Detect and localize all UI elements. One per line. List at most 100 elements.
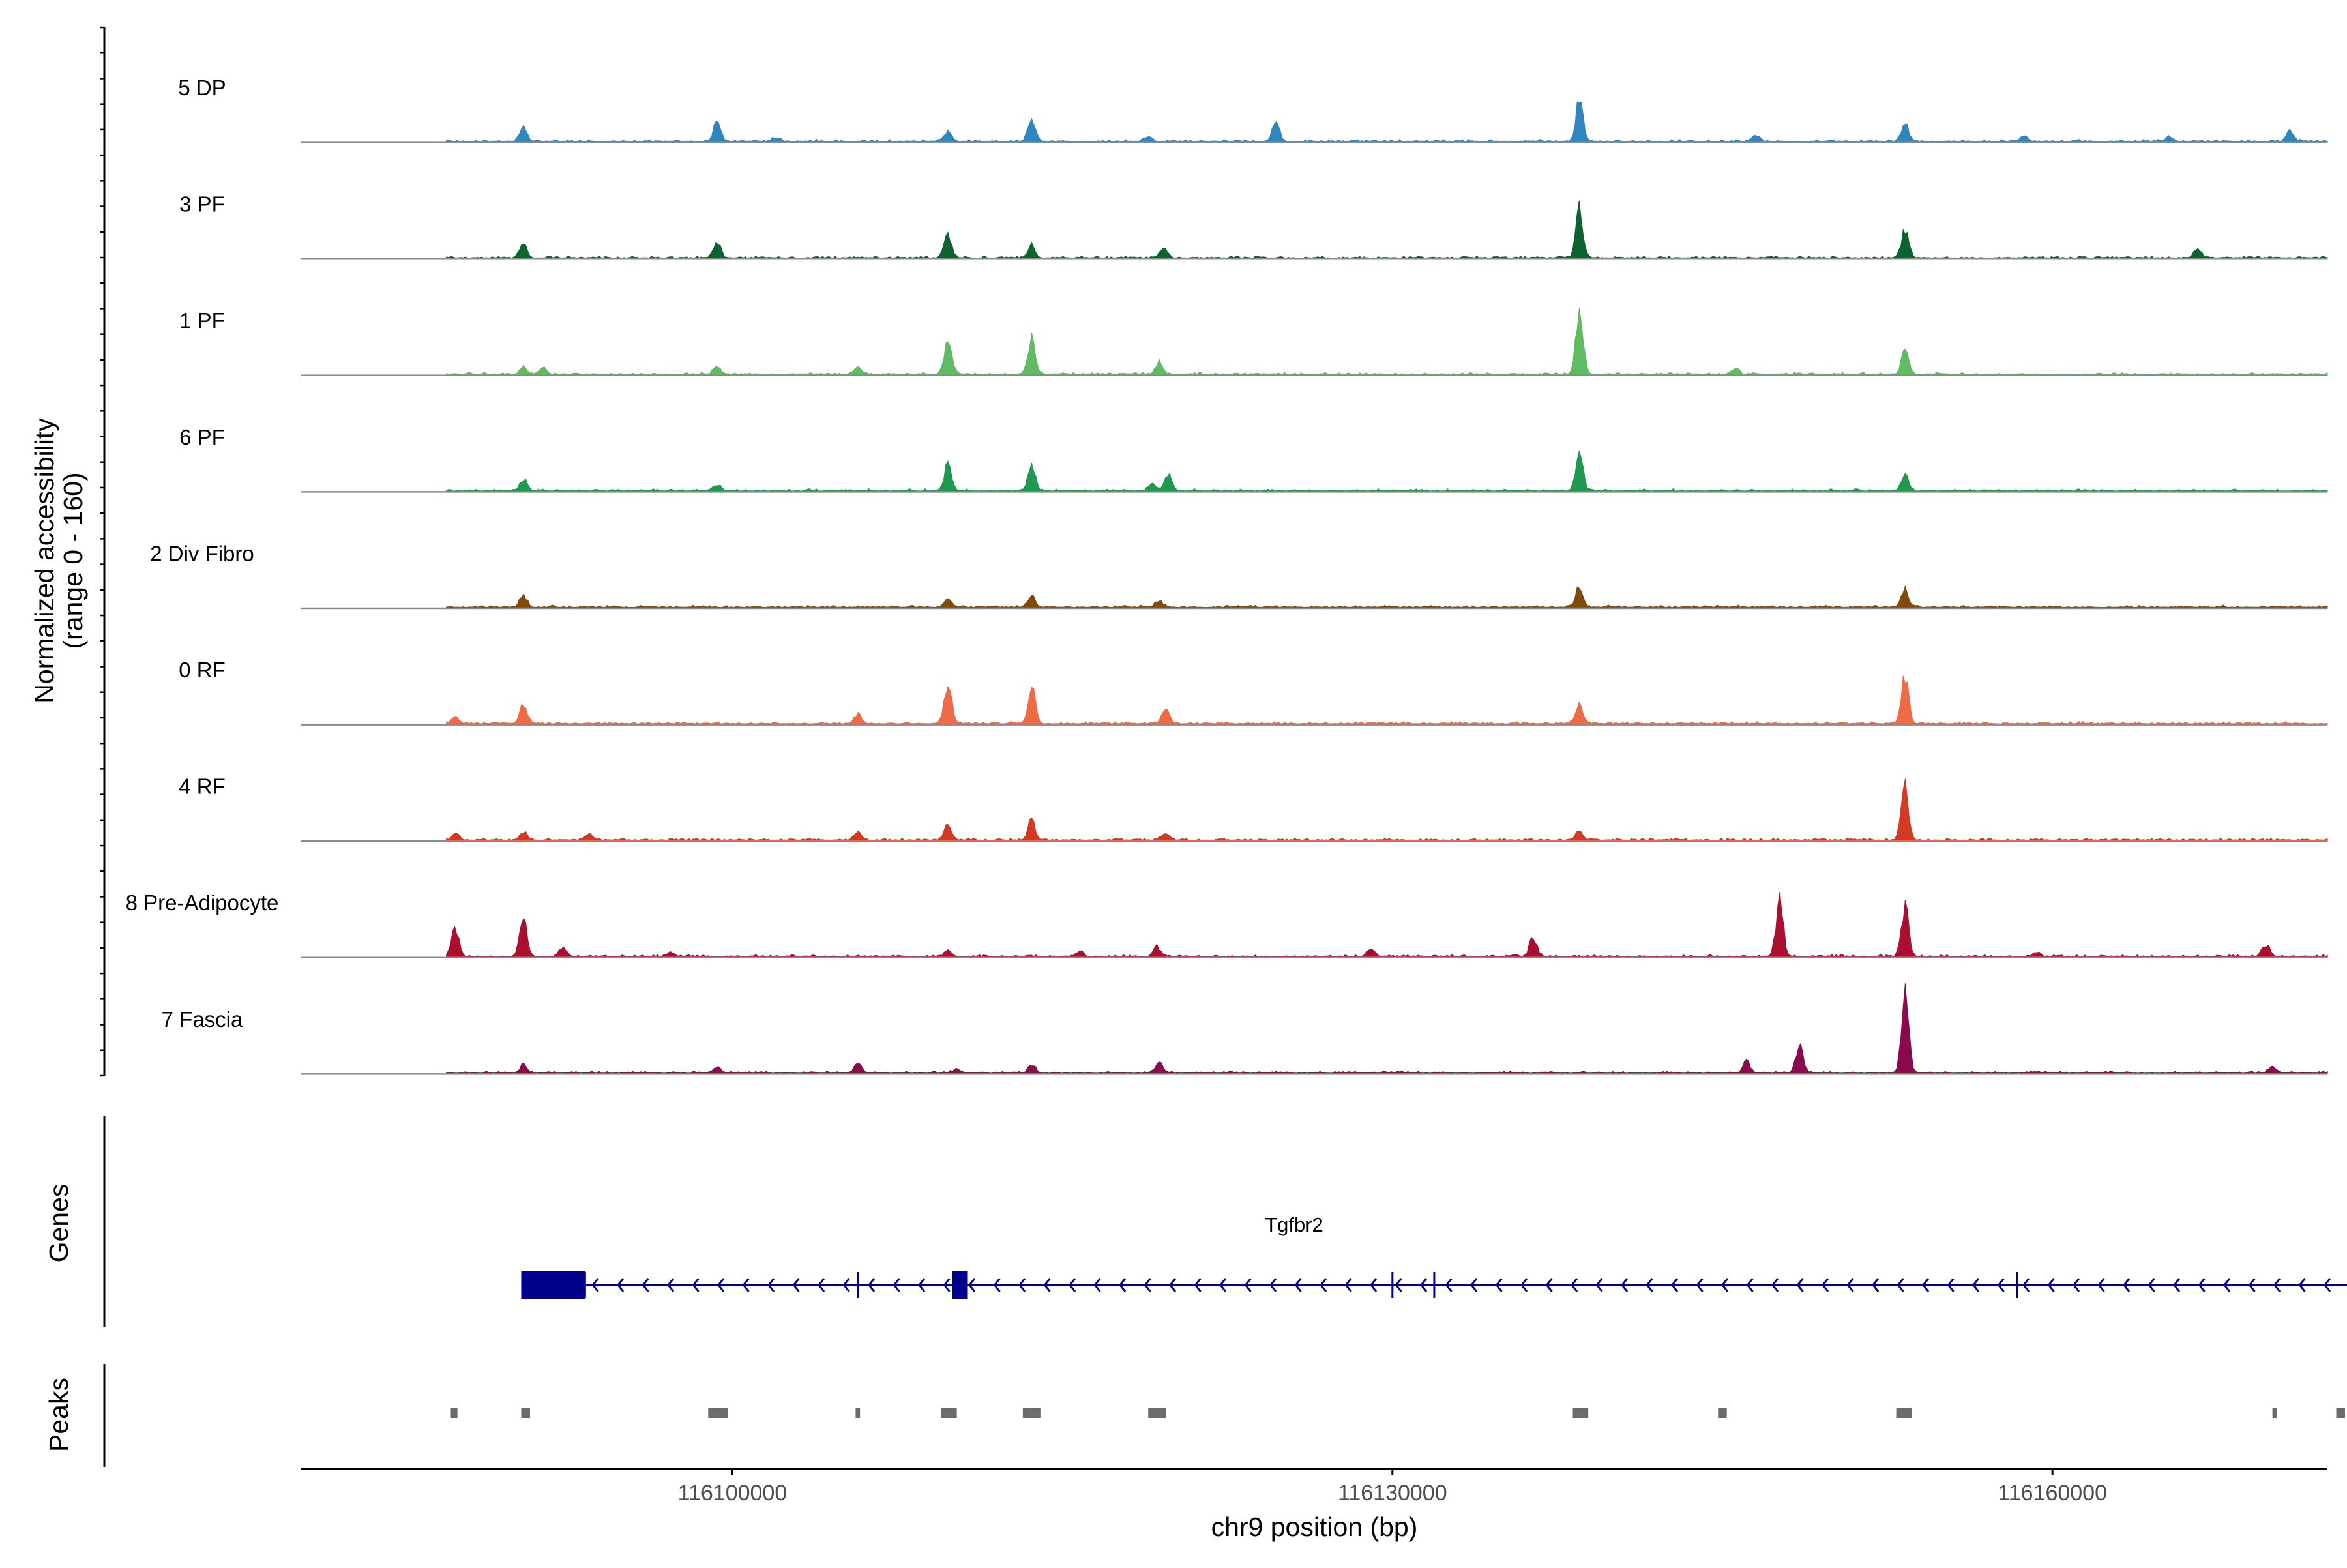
peak-block [941,1408,957,1418]
strand-arrow-icon [1018,1278,1026,1292]
x-tick-label: 116100000 [678,1481,788,1505]
coverage-area [446,983,2328,1074]
peak-block [2336,1408,2345,1418]
strand-arrow-icon [1696,1278,1704,1292]
strand-arrow-icon [1294,1278,1302,1292]
strand-arrow-icon [1595,1278,1603,1292]
strand-arrow-icon [818,1278,825,1292]
peaks-track-title: Peaks [44,1378,74,1452]
strand-arrow-icon [1922,1278,1930,1292]
strand-arrow-icon [742,1278,750,1292]
strand-arrow-icon [2123,1278,2131,1292]
strand-arrow-icon [1320,1278,1327,1292]
strand-arrow-icon [1144,1278,1151,1292]
track-label: 2 Div Fibro [150,541,254,565]
strand-arrow-icon [2298,1278,2306,1292]
strand-arrow-icon [993,1278,1001,1292]
exon-block [521,1271,585,1299]
coverage-area [446,891,2328,958]
strand-arrow-icon [1344,1278,1352,1292]
peak-block [521,1408,530,1418]
strand-arrow-icon [692,1278,700,1292]
coverage-area [446,778,2328,842]
strand-arrow-icon [2273,1278,2281,1292]
coverage-area [446,585,2328,609]
strand-arrow-icon [1621,1278,1629,1292]
strand-arrow-icon [1119,1278,1127,1292]
strand-arrow-icon [1571,1278,1578,1292]
genes-track-title: Genes [44,1184,74,1263]
track-label: 0 RF [179,658,226,682]
peak-block [708,1408,728,1418]
exon-block [952,1271,968,1299]
peak-block [855,1408,861,1418]
strand-arrow-icon [868,1278,876,1292]
strand-arrow-icon [792,1278,800,1292]
strand-arrow-icon [1269,1278,1277,1292]
strand-arrow-icon [1445,1278,1453,1292]
strand-arrow-icon [1947,1278,1955,1292]
peak-block [1896,1408,1912,1418]
strand-arrow-icon [1721,1278,1729,1292]
strand-arrow-icon [1169,1278,1177,1292]
strand-arrow-icon [1395,1278,1402,1292]
strand-arrow-icon [1771,1278,1779,1292]
coverage-area [446,675,2328,726]
track-label: 3 PF [179,192,225,216]
strand-arrow-icon [1846,1278,1854,1292]
strand-arrow-icon [1194,1278,1202,1292]
strand-arrow-icon [2073,1278,2080,1292]
strand-arrow-icon [642,1278,649,1292]
peak-block [450,1408,458,1418]
strand-arrow-icon [2097,1278,2105,1292]
strand-arrow-icon [2223,1278,2231,1292]
x-tick-label: 116160000 [1998,1481,2107,1505]
strand-arrow-icon [1520,1278,1528,1292]
coverage-area [446,101,2328,143]
strand-arrow-icon [1897,1278,1904,1292]
strand-arrow-icon [1093,1278,1101,1292]
strand-arrow-icon [667,1278,675,1292]
strand-arrow-icon [2022,1278,2030,1292]
strand-arrow-icon [1470,1278,1478,1292]
strand-arrow-icon [1972,1278,1980,1292]
y-axis-title: Normalized accessibility [29,418,59,703]
strand-arrow-icon [1746,1278,1754,1292]
strand-arrow-icon [1420,1278,1428,1292]
coverage-area [446,449,2328,492]
strand-arrow-icon [968,1278,976,1292]
coverage-area [446,308,2328,376]
strand-arrow-icon [2148,1278,2155,1292]
strand-arrow-icon [591,1278,599,1292]
x-tick-label: 116130000 [1338,1481,1447,1505]
x-axis: 116100000 116130000 116160000 chr9 position… [301,1468,2327,1542]
peak-block [1718,1408,1727,1418]
peak-block [1572,1408,1589,1418]
gene-track: Genes Tgfbr2 [44,1116,2347,1327]
coverage-tracks: 5 DP 3 PF 1 PF 6 PF 2 Div Fibro 0 RF 4 RF 8 Pre… [29,26,2328,1077]
strand-arrow-icon [717,1278,725,1292]
peak-block [1022,1408,1041,1418]
strand-arrow-icon [918,1278,926,1292]
strand-arrow-icon [1796,1278,1804,1292]
track-label: 4 RF [179,775,226,799]
strand-arrow-icon [943,1278,951,1292]
coverage-area [446,200,2328,259]
strand-arrow-icon [1997,1278,2005,1292]
strand-arrow-icon [1545,1278,1553,1292]
strand-arrow-icon [1069,1278,1076,1292]
strand-arrow-icon [2047,1278,2055,1292]
strand-arrow-icon [2324,1278,2331,1292]
strand-arrow-icon [2173,1278,2181,1292]
peak-block [1148,1408,1166,1418]
strand-arrow-icon [767,1278,775,1292]
strand-arrow-icon [2248,1278,2256,1292]
strand-arrow-icon [1219,1278,1227,1292]
strand-arrow-icon [1872,1278,1880,1292]
track-label: 1 PF [179,308,225,333]
x-axis-title: chr9 position (bp) [1211,1512,1418,1542]
gene-label: Tgfbr2 [1265,1213,1323,1236]
strand-arrow-icon [842,1278,850,1292]
